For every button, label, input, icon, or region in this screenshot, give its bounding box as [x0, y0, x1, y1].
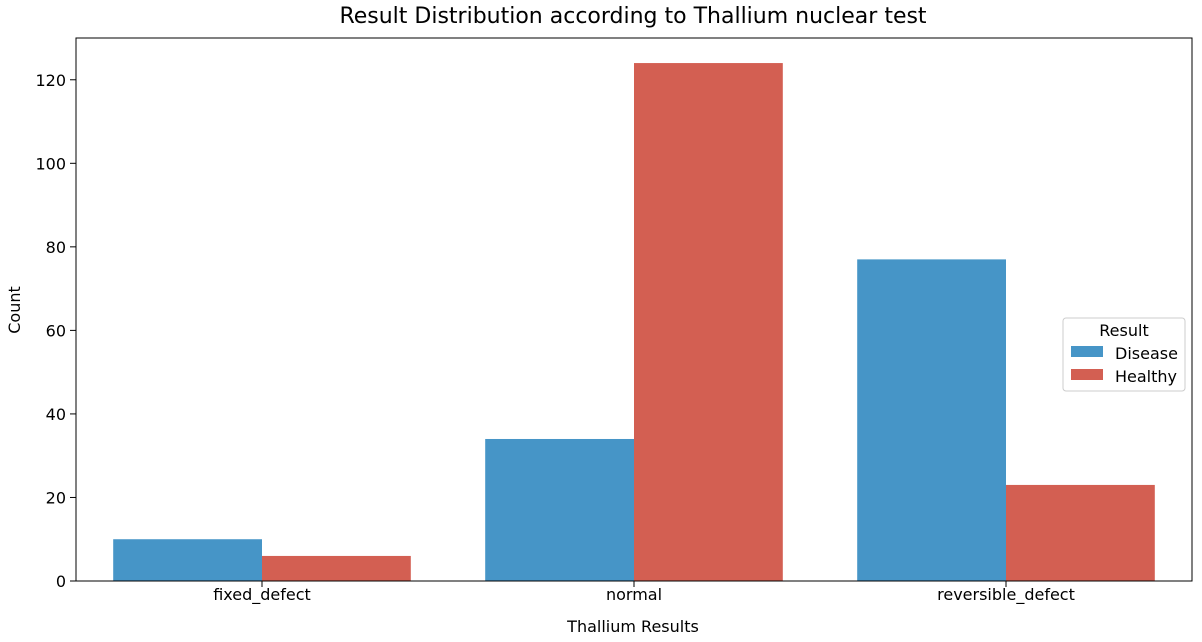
bar-disease-fixed_defect — [113, 539, 262, 581]
bars-layer — [113, 63, 1155, 582]
y-tick-label: 60 — [46, 321, 66, 340]
x-axis: fixed_defect normal reversible_defect — [213, 581, 1075, 605]
plot-frame — [75, 37, 1193, 582]
bar-disease-normal — [485, 438, 634, 581]
legend-title: Result — [1099, 321, 1148, 340]
chart-title: Result Distribution according to Thalliu… — [339, 4, 926, 29]
y-tick-label: 120 — [35, 71, 66, 90]
y-tick-label: 100 — [35, 154, 66, 173]
legend-swatch-disease — [1071, 346, 1103, 357]
legend-label-disease: Disease — [1115, 344, 1178, 363]
x-axis-title: Thallium Results — [566, 617, 699, 636]
bar-healthy-fixed_defect — [262, 555, 411, 581]
legend-swatch-healthy — [1071, 369, 1103, 380]
x-tick-label-normal: normal — [606, 585, 662, 604]
x-tick-label-fixed_defect: fixed_defect — [213, 585, 311, 605]
legend-label-healthy: Healthy — [1115, 367, 1177, 386]
bar-disease-reversible_defect — [857, 259, 1006, 581]
y-axis: 0 20 40 60 80 100 120 — [35, 71, 76, 591]
y-tick-label: 20 — [46, 488, 66, 507]
y-tick-label: 40 — [46, 405, 66, 424]
bar-healthy-normal — [634, 63, 783, 582]
y-tick-label: 80 — [46, 238, 66, 257]
bar-healthy-reversible_defect — [1006, 484, 1155, 581]
y-tick-label: 0 — [56, 572, 66, 591]
x-tick-label-reversible_defect: reversible_defect — [937, 585, 1075, 605]
legend: Result Disease Healthy — [1062, 317, 1186, 392]
y-axis-title: Count — [5, 286, 24, 334]
